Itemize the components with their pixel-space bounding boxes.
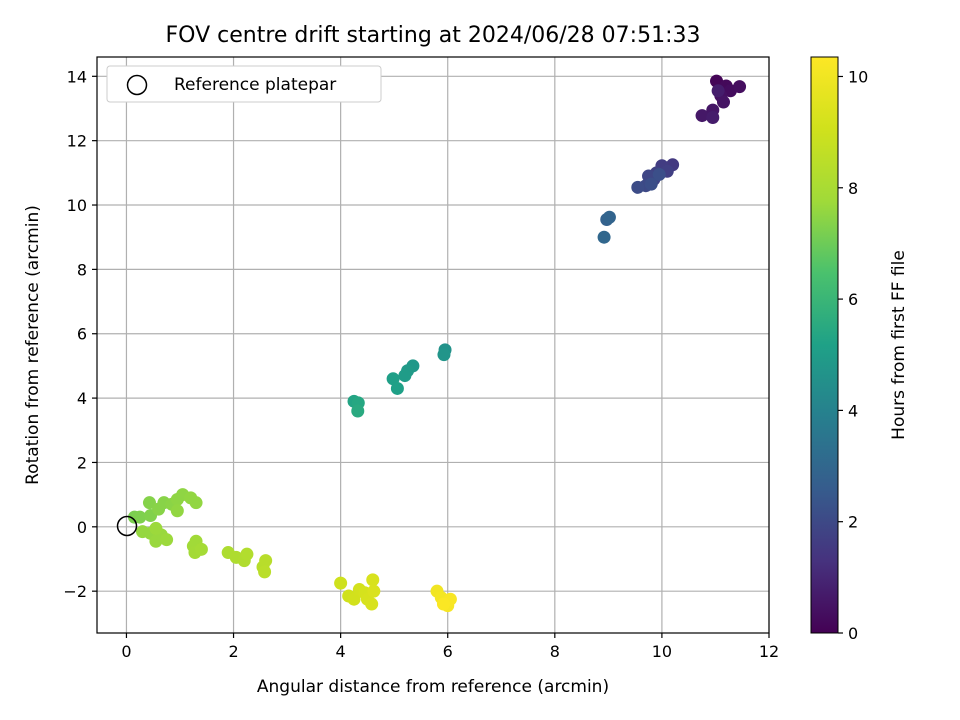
data-point (160, 533, 174, 547)
data-point (189, 496, 203, 510)
colorbar: 0 2 4 6 8 10 Hours from first FF file (810, 56, 909, 643)
data-point (194, 542, 208, 556)
y-axis-ticks: −2 0 2 4 6 8 10 12 14 (63, 67, 97, 601)
data-point (602, 210, 616, 224)
colorbar-tick-label: 4 (848, 401, 858, 420)
data-point (706, 110, 720, 124)
legend-entry: Reference platepar (174, 75, 336, 95)
y-tick-label: 8 (77, 260, 87, 279)
x-tick-label: 0 (121, 642, 131, 661)
data-point (258, 565, 272, 579)
data-point (365, 597, 379, 611)
data-point (133, 510, 147, 524)
x-tick-label: 10 (652, 642, 672, 661)
data-point (436, 597, 450, 611)
reference-point-marker (116, 515, 138, 537)
y-tick-label: −2 (63, 582, 87, 601)
x-axis-ticks: 0 2 4 6 8 10 12 (121, 633, 779, 661)
x-tick-label: 2 (228, 642, 238, 661)
y-axis-label: Rotation from reference (arcmin) (23, 205, 43, 485)
data-point (695, 109, 709, 123)
y-tick-label: 10 (67, 196, 87, 215)
data-point (710, 74, 724, 88)
data-point (240, 547, 254, 561)
legend: Reference platepar (106, 65, 382, 103)
data-point (351, 404, 365, 418)
colorbar-ticks: 0 2 4 6 8 10 (838, 67, 868, 643)
legend-box (106, 65, 382, 103)
legend-marker (126, 74, 148, 96)
colorbar-tick-label: 2 (848, 513, 858, 532)
x-axis-label: Angular distance from reference (arcmin) (257, 677, 609, 697)
x-tick-label: 8 (550, 642, 560, 661)
x-tick-label: 4 (336, 642, 346, 661)
colorbar-tick-label: 10 (848, 67, 868, 86)
y-tick-label: 14 (67, 67, 87, 86)
data-point (398, 369, 412, 383)
data-point (390, 381, 404, 395)
colorbar-tick-label: 6 (848, 290, 858, 309)
data-point (597, 230, 611, 244)
data-point (347, 592, 361, 606)
data-point (142, 496, 156, 510)
data-point (733, 80, 747, 94)
data-point (367, 584, 381, 598)
data-point (652, 167, 666, 181)
data-point (170, 504, 184, 518)
data-point (716, 95, 730, 109)
scatter-points (127, 74, 747, 613)
data-point (149, 521, 163, 535)
colorbar-tick-label: 8 (848, 179, 858, 198)
data-point (631, 180, 645, 194)
y-tick-label: 2 (77, 453, 87, 472)
data-point (334, 576, 348, 590)
colorbar-label: Hours from first FF file (889, 250, 909, 440)
y-tick-label: 6 (77, 325, 87, 344)
colorbar-gradient (810, 56, 839, 634)
colorbar-tick-label: 0 (848, 624, 858, 643)
data-point (644, 177, 658, 191)
grid (97, 57, 770, 633)
plot-frame (96, 56, 770, 634)
y-tick-label: 4 (77, 389, 87, 408)
x-tick-label: 12 (759, 642, 779, 661)
data-point (711, 84, 725, 98)
x-tick-label: 6 (443, 642, 453, 661)
data-point (366, 573, 380, 587)
data-point (437, 348, 451, 362)
chart-title: FOV centre drift starting at 2024/06/28 … (166, 23, 701, 48)
y-tick-label: 0 (77, 518, 87, 537)
y-tick-label: 12 (67, 132, 87, 151)
data-point (259, 554, 273, 568)
